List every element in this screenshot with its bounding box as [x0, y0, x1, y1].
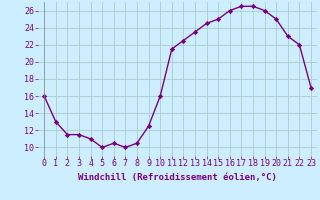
X-axis label: Windchill (Refroidissement éolien,°C): Windchill (Refroidissement éolien,°C) — [78, 173, 277, 182]
